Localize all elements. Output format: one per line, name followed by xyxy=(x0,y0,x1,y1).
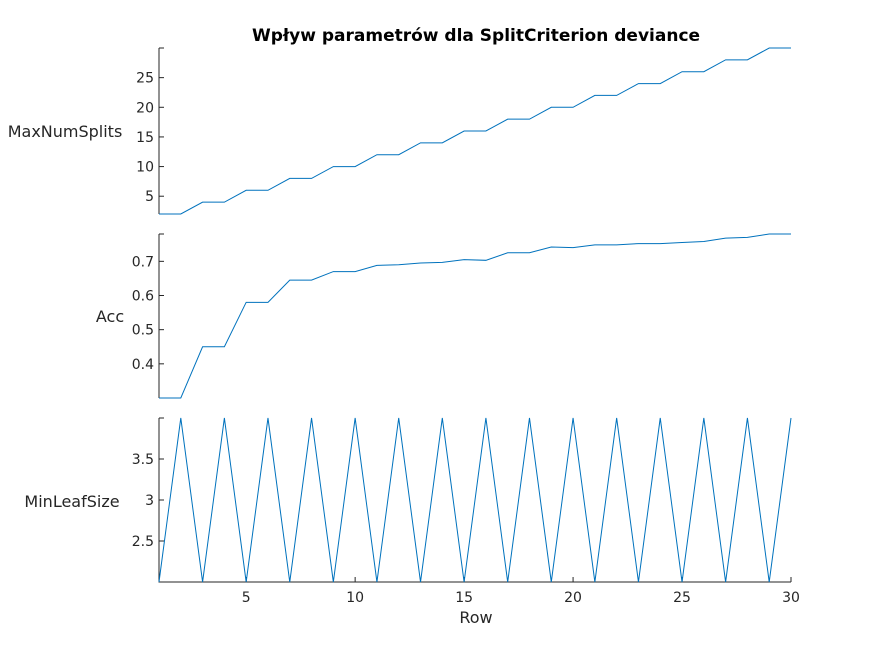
y-axis-label: MinLeafSize xyxy=(24,492,119,511)
y-tick-label: 3.5 xyxy=(132,452,154,468)
y-tick-label: 0.6 xyxy=(132,289,154,305)
series-line-maxnumsplits xyxy=(159,47,791,215)
y-tick-label: 10 xyxy=(136,160,154,176)
series-line-acc xyxy=(159,233,791,399)
y-tick-label: 3 xyxy=(145,493,154,509)
series-line-minleafsize xyxy=(158,417,792,583)
y-tick-label: 0.4 xyxy=(132,357,154,373)
y-tick-label: 0.5 xyxy=(132,323,154,339)
y-axis-label: Acc xyxy=(96,307,124,326)
subplot-minleafsize: 2.5 3 3.5 5 10 15 20 25 30 MinLeafSize xyxy=(24,417,800,606)
x-tick-label: 30 xyxy=(782,590,800,606)
y-tick-label: 15 xyxy=(136,130,154,146)
chart-title: Wpływ parametrów dla SplitCriterion devi… xyxy=(252,26,700,46)
y-tick-label: 25 xyxy=(136,71,154,87)
x-tick-label: 25 xyxy=(673,590,691,606)
y-axis-label: MaxNumSplits xyxy=(8,122,123,141)
subplot-acc: 0.4 0.5 0.6 0.7 Acc xyxy=(96,233,791,399)
y-tick-label: 5 xyxy=(145,189,154,205)
x-tick-label: 5 xyxy=(242,590,251,606)
x-tick-label: 10 xyxy=(346,590,364,606)
y-tick-label: 20 xyxy=(136,100,154,116)
y-ticks: 2.5 3 3.5 xyxy=(132,417,164,550)
y-ticks: 0.4 0.5 0.6 0.7 xyxy=(132,233,164,373)
subplot-maxnumsplits: 5 10 15 20 25 MaxNumSplits xyxy=(8,47,791,215)
y-tick-label: 2.5 xyxy=(132,534,154,550)
x-ticks: 5 10 15 20 25 30 xyxy=(242,577,800,606)
y-tick-label: 0.7 xyxy=(132,254,154,270)
x-tick-label: 20 xyxy=(564,590,582,606)
x-tick-label: 15 xyxy=(455,590,473,606)
x-axis-label: Row xyxy=(459,608,492,627)
y-ticks: 5 10 15 20 25 xyxy=(136,47,164,205)
